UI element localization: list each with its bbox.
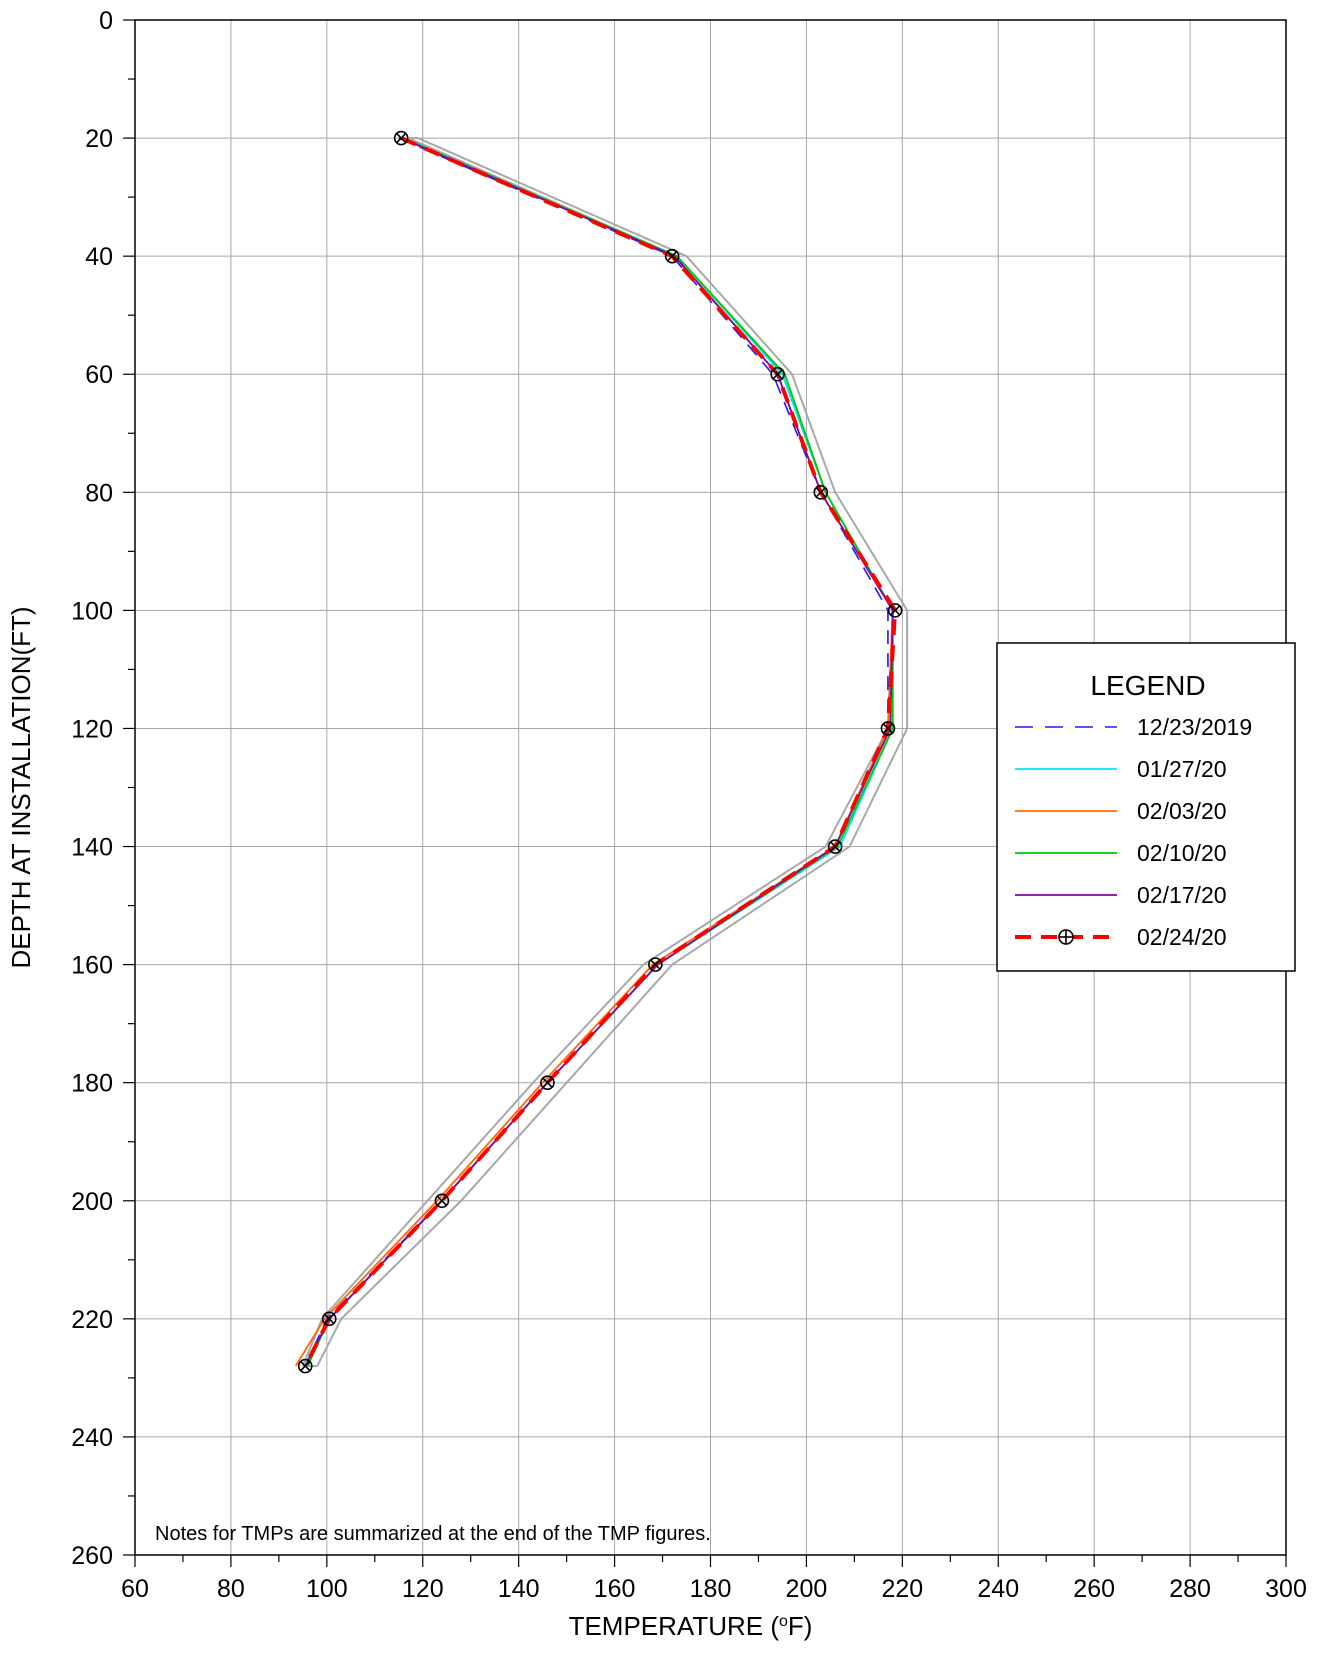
series-line-5 [303,136,898,1367]
legend-label: 02/10/20 [1137,840,1227,866]
legend-title: LEGEND [1090,670,1205,701]
marker-cross [666,250,678,262]
x-axis-title: TEMPERATURE (oF) [569,1611,813,1641]
x-tick-label: 240 [977,1575,1019,1603]
y-tick-label: 20 [85,125,113,153]
y-tick-label: 80 [85,479,113,507]
marker-cross [396,132,407,144]
legend-item: 02/24/20 [1015,924,1227,950]
y-axis-title: DEPTH AT INSTALLATION(FT) [6,606,36,968]
series-line-3 [306,137,894,1367]
x-tick-label: 160 [594,1575,636,1603]
tick-labels: 60 80 100 120 140 160 180 200 220 240 260 280 300 0 20… [71,7,1307,1603]
marker-cross [650,959,661,970]
series-markers [297,130,903,1374]
data-point-marker [887,603,903,618]
legend-items: 12/23/2019 01/27/20 02/03/20 02/10/20 02/17/… [1015,714,1252,950]
reference-envelope [301,137,909,1368]
series-line-0 [304,137,889,1367]
x-tick-label: 80 [217,1575,245,1603]
marker-cross [300,1360,311,1372]
legend-label: 01/27/20 [1137,756,1227,782]
series-lines [294,136,898,1367]
legend-item: 02/17/20 [1015,882,1227,908]
envelope-left-line [301,137,894,1367]
y-tick-label: 180 [71,1070,113,1098]
x-tick-label: 260 [1073,1575,1115,1603]
marker-cross [436,1195,448,1206]
legend: LEGEND 12/23/2019 01/27/20 02/03/20 02/10/2… [996,642,1296,972]
data-point-marker [880,721,896,736]
marker-circle [434,1193,450,1209]
marker-cross [324,1313,335,1325]
legend-item: 12/23/2019 [1015,714,1252,740]
x-tick-label: 280 [1169,1575,1211,1603]
x-tick-label: 300 [1265,1575,1307,1603]
legend-item: 02/03/20 [1015,798,1227,824]
marker-cross [815,487,826,498]
series-line-2 [294,137,894,1367]
data-point-marker [827,839,843,854]
data-point-marker [813,485,829,500]
y-tick-label: 240 [71,1424,113,1452]
x-tick-label: 220 [881,1575,923,1603]
y-tick-label: 60 [85,361,113,389]
x-tick-label: 100 [306,1575,348,1603]
marker-circle [770,366,785,382]
envelope-right-line [316,137,909,1367]
data-point-marker [540,1075,555,1090]
axis-ticks [123,19,1287,1567]
marker-circle [648,957,663,972]
y-tick-label: 40 [85,243,113,271]
y-tick-label: 0 [99,7,113,35]
y-tick-label: 200 [71,1188,113,1216]
x-tick-label: 60 [121,1575,149,1603]
marker-circle [887,603,903,618]
marker-cross [772,369,783,380]
data-point-marker [393,130,409,146]
marker-cross [830,841,841,852]
data-point-marker [297,1358,313,1374]
series-line-4 [304,137,894,1367]
marker-circle [880,721,896,736]
marker-cross [882,723,894,734]
y-tick-label: 120 [71,715,113,743]
marker-cross [889,605,901,616]
marker-cross [542,1077,553,1088]
marker-circle [664,248,680,264]
y-tick-label: 260 [71,1542,113,1570]
legend-label: 02/03/20 [1137,798,1227,824]
x-tick-label: 140 [498,1575,540,1603]
marker-circle [813,485,829,500]
legend-label: 12/23/2019 [1137,714,1252,740]
marker-circle [321,1311,337,1327]
legend-item: 02/10/20 [1015,840,1227,866]
x-tick-label: 180 [690,1575,732,1603]
marker-circle [540,1075,555,1090]
y-tick-label: 100 [71,597,113,625]
marker-circle [827,839,843,854]
data-point-marker [321,1311,337,1327]
chart-note: Notes for TMPs are summarized at the end… [155,1523,711,1545]
y-tick-label: 220 [71,1306,113,1334]
x-tick-label: 200 [786,1575,828,1603]
data-point-marker [664,248,680,264]
legend-label: 02/17/20 [1137,882,1227,908]
legend-box [996,642,1296,972]
data-point-marker [434,1193,450,1209]
y-tick-label: 160 [71,952,113,980]
data-point-marker [648,957,663,972]
series-line-1 [306,137,894,1367]
y-tick-label: 140 [71,834,113,862]
data-point-marker [770,366,785,382]
x-tick-label: 120 [402,1575,444,1603]
marker-circle [297,1358,313,1374]
legend-label: 02/24/20 [1137,924,1227,950]
marker-circle [393,130,409,146]
legend-item: 01/27/20 [1015,756,1227,782]
